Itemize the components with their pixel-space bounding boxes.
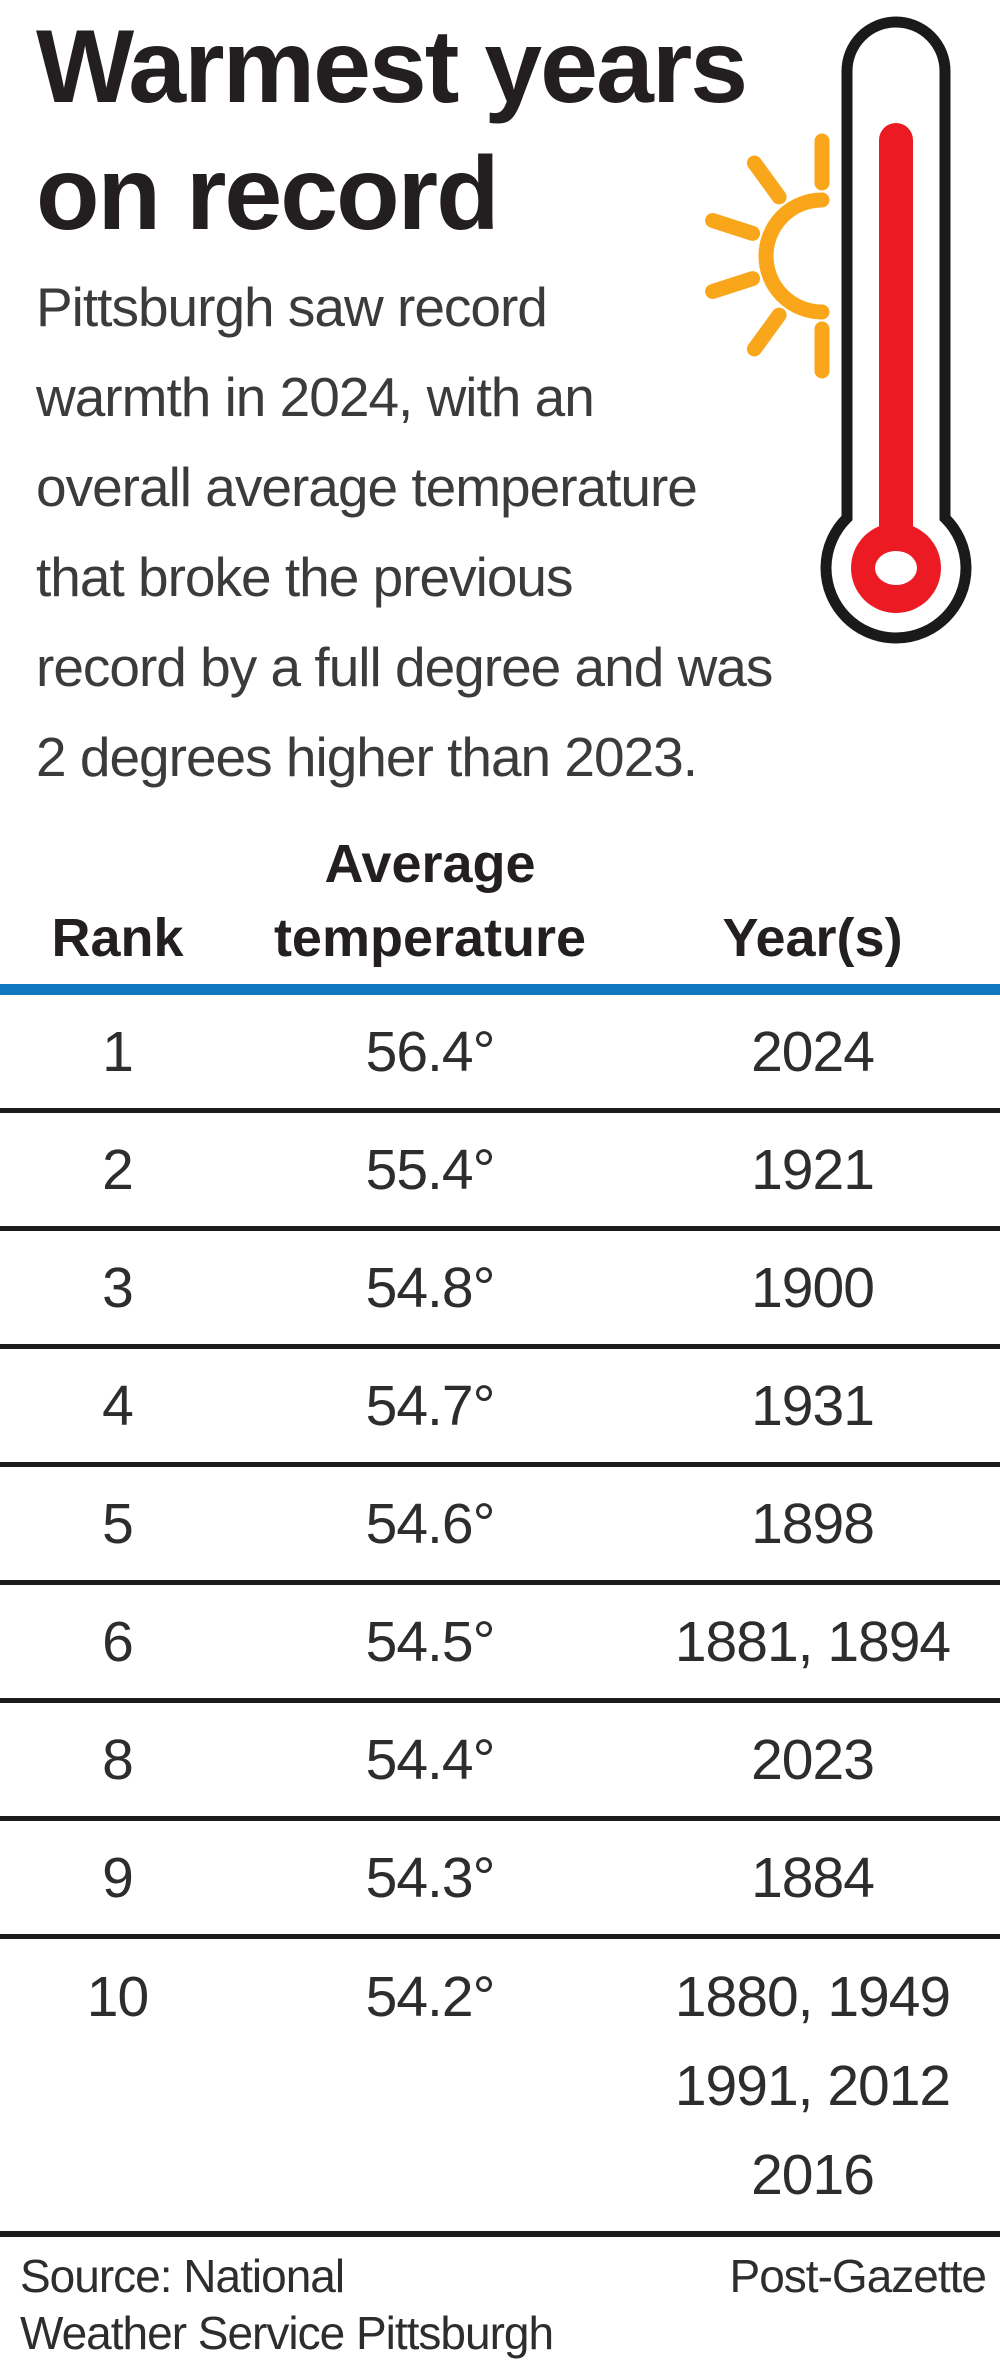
year-line: 2024 — [751, 1019, 875, 1084]
table-row: 2 55.4° 1921 — [0, 1113, 1000, 1231]
table-header-years: Year(s) — [722, 908, 903, 968]
year-line: 1921 — [751, 1137, 875, 1202]
source-line: Source: National — [20, 2250, 345, 2302]
table-header-rank: Rank — [51, 908, 184, 968]
table-row: 5 54.6° 1898 — [0, 1467, 1000, 1585]
year-line: 1881, 1894 — [674, 1609, 951, 1674]
rank-cell: 6 — [102, 1609, 134, 1674]
table-row: 4 54.7° 1931 — [0, 1349, 1000, 1467]
year-line: 1991, 2012 — [674, 2054, 951, 2118]
year-line: 1884 — [751, 1845, 875, 1910]
year-line: 1900 — [751, 1255, 875, 1320]
sun-icon — [705, 133, 830, 379]
source-line: Weather Service Pittsburgh — [20, 2307, 554, 2359]
sun-thermometer-illustration — [705, 16, 972, 644]
year-line: 1880, 1949 — [674, 1965, 951, 2029]
table-row: 8 54.4° 2023 — [0, 1703, 1000, 1821]
year-line: 1898 — [751, 1491, 875, 1556]
year-line: 2016 — [751, 2143, 875, 2207]
temperature-cell: 54.6° — [365, 1491, 496, 1556]
rank-cell: 10 — [86, 1965, 149, 2029]
intro-line: overall average temperature — [36, 456, 698, 518]
years-cell: 2023 — [625, 1727, 1000, 1793]
table-row: 1 56.4° 2024 — [0, 995, 1000, 1113]
rank-cell: 3 — [102, 1255, 134, 1320]
intro-line: warmth in 2024, with an — [36, 366, 595, 428]
table-row: 6 54.5° 1881, 1894 — [0, 1585, 1000, 1703]
intro-line: record by a full degree and was — [36, 636, 773, 698]
years-cell: 1898 — [625, 1491, 1000, 1557]
years-cell: 1900 — [625, 1255, 1000, 1321]
temperature-cell: 54.5° — [365, 1609, 496, 1674]
temperature-cell: 56.4° — [365, 1019, 496, 1084]
table-header-temperature-line1: Average — [324, 834, 536, 894]
table-row: 10 54.2° 1880, 1949 1991, 2012 2016 — [0, 1939, 1000, 2237]
table-row: 3 54.8° 1900 — [0, 1231, 1000, 1349]
intro-line: that broke the previous — [36, 546, 574, 608]
rank-cell: 8 — [102, 1727, 134, 1792]
temperature-cell: 54.8° — [365, 1255, 496, 1320]
page-title-line1: Warmest years — [36, 9, 748, 125]
page-title-line2: on record — [36, 136, 500, 252]
thermometer-icon — [820, 16, 972, 644]
years-cell: 2024 — [625, 1019, 1000, 1085]
rank-cell: 1 — [102, 1019, 134, 1084]
intro-line: 2 degrees higher than 2023. — [36, 726, 698, 788]
credit: Post-Gazette — [729, 2250, 987, 2302]
temperature-cell: 54.7° — [365, 1373, 496, 1438]
rank-cell: 2 — [102, 1137, 134, 1202]
years-cell: 1880, 1949 1991, 2012 2016 — [625, 1939, 1000, 2220]
temperature-cell: 54.4° — [365, 1727, 496, 1792]
years-cell: 1881, 1894 — [625, 1609, 1000, 1675]
year-line: 2023 — [751, 1727, 875, 1792]
rank-cell: 4 — [102, 1373, 134, 1438]
intro-line: Pittsburgh saw record — [36, 276, 548, 338]
rank-cell: 9 — [102, 1845, 134, 1910]
temperature-cell: 54.2° — [365, 1965, 496, 2029]
year-line: 1931 — [751, 1373, 875, 1438]
page-title: Warmest years on record — [36, 4, 856, 258]
temperature-cell: 55.4° — [365, 1137, 496, 1202]
table-header-temperature-line2: temperature — [273, 908, 587, 968]
temperature-cell: 54.3° — [365, 1845, 496, 1910]
table-header-row: Rank temperature Year(s) — [0, 907, 1000, 969]
rank-cell: 5 — [102, 1491, 134, 1556]
years-cell: 1931 — [625, 1373, 1000, 1439]
records-table: 1 56.4° 2024 2 55.4° 1921 3 54.8° 1900 4… — [0, 995, 1000, 2237]
years-cell: 1921 — [625, 1137, 1000, 1203]
years-cell: 1884 — [625, 1845, 1000, 1911]
intro-text: Pittsburgh saw record warmth in 2024, wi… — [36, 262, 856, 802]
table-header-rule — [0, 984, 1000, 995]
table-row: 9 54.3° 1884 — [0, 1821, 1000, 1939]
source-note: Source: National Weather Service Pittsbu… — [20, 2248, 720, 2362]
